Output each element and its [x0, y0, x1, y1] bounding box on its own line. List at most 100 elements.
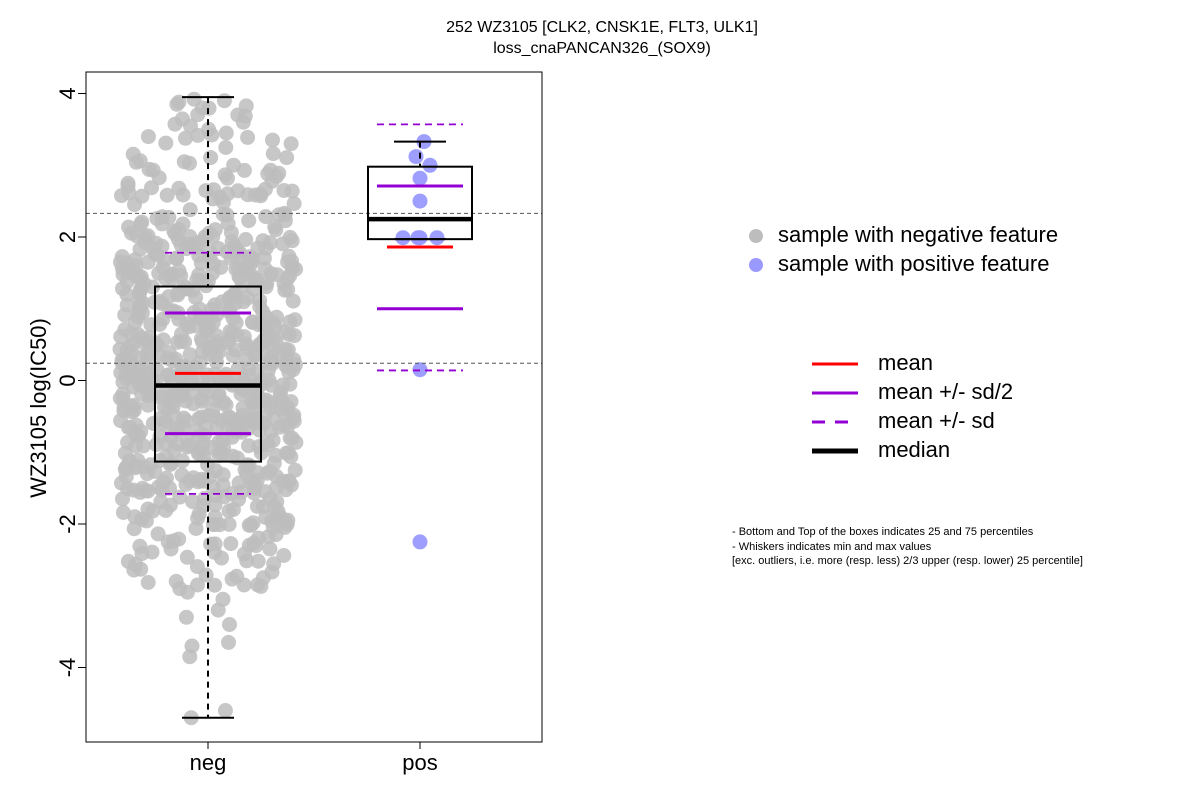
pos-point [412, 230, 428, 246]
neg-point [126, 482, 142, 498]
neg-point [267, 219, 283, 235]
neg-point [134, 546, 150, 562]
neg-point [268, 447, 284, 463]
neg-point [154, 209, 170, 225]
neg-point [195, 435, 211, 451]
neg-point [150, 526, 166, 542]
neg-point [126, 562, 142, 578]
legend-line-label: mean [878, 350, 933, 375]
chart-title: 252 WZ3105 [CLK2, CNSK1E, FLT3, ULK1] [446, 19, 758, 36]
neg-point [264, 349, 280, 365]
neg-point [233, 484, 249, 500]
pos-points [395, 134, 445, 550]
neg-point [130, 310, 146, 325]
note-line-1: - Bottom and Top of the boxes indicates … [732, 526, 1034, 538]
neg-point [200, 384, 216, 400]
neg-point [284, 183, 300, 199]
neg-point [185, 494, 201, 510]
neg-point [229, 327, 245, 343]
neg-point [182, 202, 198, 218]
neg-point [255, 334, 271, 350]
neg-point [151, 170, 167, 186]
neg-point [207, 577, 223, 593]
neg-point [236, 546, 252, 562]
neg-point [175, 187, 191, 203]
neg-point [203, 150, 219, 166]
neg-point [155, 474, 171, 490]
neg-point [167, 116, 183, 132]
neg-point [280, 419, 296, 435]
neg-point [231, 412, 246, 428]
neg-point [168, 573, 184, 589]
neg-point [280, 399, 295, 415]
legend-lines: mean mean +/- sd/2 mean +/- sd median [812, 350, 1013, 462]
neg-point [241, 213, 257, 229]
x-tick-label: pos [402, 750, 437, 775]
neg-point [265, 432, 281, 448]
neg-point [264, 174, 280, 189]
neg-point [280, 342, 296, 358]
neg-point [120, 175, 136, 191]
note-line-3: [exc. outliers, i.e. more (resp. less) 2… [732, 555, 1083, 567]
neg-point [265, 132, 280, 148]
neg-point [268, 468, 284, 484]
neg-point [284, 430, 300, 446]
neg-point [204, 301, 220, 317]
neg-point [191, 247, 207, 263]
neg-point [120, 265, 135, 281]
neg-point [201, 121, 217, 137]
neg-point [287, 328, 302, 344]
neg-point [257, 261, 273, 277]
neg-point [221, 634, 236, 650]
neg-point [223, 536, 239, 552]
neg-point [174, 467, 190, 483]
neg-point [222, 617, 237, 632]
neg-point [166, 533, 182, 549]
neg-point [275, 236, 291, 252]
neg-point [170, 285, 186, 301]
neg-point [179, 549, 195, 565]
neg-point [158, 135, 174, 151]
neg-point [182, 155, 197, 171]
pos-point [412, 534, 428, 550]
neg-point [221, 291, 237, 306]
neg-point [189, 559, 205, 575]
neg-point [175, 419, 191, 435]
pos-point [412, 193, 428, 209]
x-tick-label: neg [190, 750, 227, 775]
neg-point [241, 266, 257, 282]
neg-point [255, 570, 271, 586]
neg-point [140, 397, 156, 413]
neg-point [136, 276, 152, 292]
neg-point [134, 511, 150, 527]
neg-point [127, 197, 142, 213]
neg-point [250, 240, 266, 256]
legend-point-label: sample with negative feature [778, 222, 1058, 247]
neg-point [178, 609, 194, 625]
neg-point [220, 420, 236, 435]
neg-point [140, 129, 156, 145]
neg-point [117, 307, 133, 323]
neg-point [115, 281, 130, 297]
neg-point [170, 334, 185, 350]
neg-point [180, 319, 196, 335]
neg-point [216, 489, 232, 505]
box-neg [154, 96, 262, 719]
y-axis: 4 2 0 -2 -4 [55, 87, 86, 677]
neg-point [152, 452, 168, 468]
neg-point [250, 553, 266, 569]
neg-point [240, 129, 256, 145]
neg-point [178, 393, 194, 409]
legend-point-marker [749, 229, 763, 243]
neg-point [230, 183, 246, 199]
neg-point [124, 344, 140, 360]
neg-point [276, 548, 292, 563]
note-line-2: - Whiskers indicates min and max values [732, 540, 932, 553]
legend-point-label: sample with positive feature [778, 251, 1049, 276]
neg-point [236, 577, 252, 593]
neg-point [279, 150, 295, 166]
neg-point [276, 276, 292, 292]
neg-point [249, 498, 265, 514]
neg-point [171, 263, 187, 279]
